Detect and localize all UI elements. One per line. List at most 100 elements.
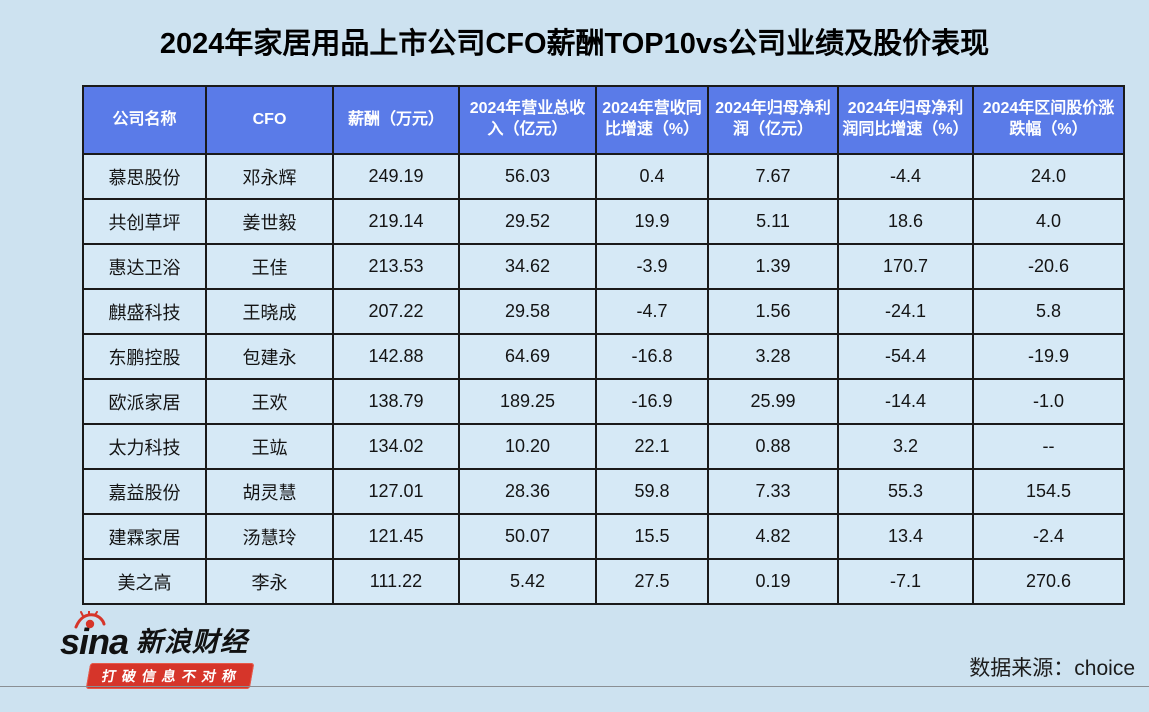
table-header-row: 公司名称 CFO 薪酬（万元） 2024年营业总收入（亿元） 2024年营收同比增速（%… xyxy=(82,85,1125,155)
value-cell: 249.19 xyxy=(332,153,460,200)
table-row: 惠达卫浴 王佳 213.53 34.62 -3.9 1.39 170.7 -20.6 xyxy=(82,243,1125,290)
value-cell: -54.4 xyxy=(837,333,974,380)
value-cell: 18.6 xyxy=(837,198,974,245)
sina-text: sina xyxy=(60,621,129,662)
value-cell: 170.7 xyxy=(837,243,974,290)
value-cell: 27.5 xyxy=(595,558,709,605)
company-name-cell: 太力科技 xyxy=(82,423,207,470)
value-cell: 127.01 xyxy=(332,468,460,515)
value-cell: 56.03 xyxy=(458,153,597,200)
value-cell: 25.99 xyxy=(707,378,839,425)
value-cell: -- xyxy=(972,423,1125,470)
value-cell: 64.69 xyxy=(458,333,597,380)
company-name-cell: 惠达卫浴 xyxy=(82,243,207,290)
table-row: 建霖家居 汤慧玲 121.45 50.07 15.5 4.82 13.4 -2.4 xyxy=(82,513,1125,560)
value-cell: -16.9 xyxy=(595,378,709,425)
value-cell: -20.6 xyxy=(972,243,1125,290)
table-row: 共创草坪 姜世毅 219.14 29.52 19.9 5.11 18.6 4.0 xyxy=(82,198,1125,245)
column-header: CFO xyxy=(205,85,334,155)
value-cell: -3.9 xyxy=(595,243,709,290)
cfo-name-cell: 汤慧玲 xyxy=(205,513,334,560)
logo-top-row: sina 新浪财经 xyxy=(60,611,300,660)
table-body: 慕思股份 邓永辉 249.19 56.03 0.4 7.67 -4.4 24.0 共创草坪 姜世毅… xyxy=(82,153,1125,605)
value-cell: 50.07 xyxy=(458,513,597,560)
cfo-name-cell: 姜世毅 xyxy=(205,198,334,245)
data-source-note: 数据来源：choice xyxy=(969,657,1135,680)
table-row: 美之高 李永 111.22 5.42 27.5 0.19 -7.1 270.6 xyxy=(82,558,1125,605)
value-cell: 15.5 xyxy=(595,513,709,560)
value-cell: 0.4 xyxy=(595,153,709,200)
table-row: 嘉益股份 胡灵慧 127.01 28.36 59.8 7.33 55.3 154.5 xyxy=(82,468,1125,515)
cfo-name-cell: 包建永 xyxy=(205,333,334,380)
value-cell: 22.1 xyxy=(595,423,709,470)
value-cell: 7.33 xyxy=(707,468,839,515)
company-name-cell: 嘉益股份 xyxy=(82,468,207,515)
cfo-name-cell: 王欢 xyxy=(205,378,334,425)
column-header: 2024年归母净利润同比增速（%） xyxy=(837,85,974,155)
column-header: 2024年营业总收入（亿元） xyxy=(458,85,597,155)
company-name-cell: 麒盛科技 xyxy=(82,288,207,335)
company-name-cell: 慕思股份 xyxy=(82,153,207,200)
company-name-cell: 欧派家居 xyxy=(82,378,207,425)
value-cell: 4.82 xyxy=(707,513,839,560)
table-row: 慕思股份 邓永辉 249.19 56.03 0.4 7.67 -4.4 24.0 xyxy=(82,153,1125,200)
value-cell: 142.88 xyxy=(332,333,460,380)
cfo-name-cell: 王佳 xyxy=(205,243,334,290)
value-cell: 134.02 xyxy=(332,423,460,470)
value-cell: -24.1 xyxy=(837,288,974,335)
cfo-name-cell: 邓永辉 xyxy=(205,153,334,200)
footer-divider xyxy=(0,686,1149,687)
cfo-name-cell: 王竑 xyxy=(205,423,334,470)
value-cell: 55.3 xyxy=(837,468,974,515)
value-cell: 5.42 xyxy=(458,558,597,605)
value-cell: 5.11 xyxy=(707,198,839,245)
company-name-cell: 东鹏控股 xyxy=(82,333,207,380)
value-cell: -16.8 xyxy=(595,333,709,380)
column-header: 2024年营收同比增速（%） xyxy=(595,85,709,155)
table-row: 东鹏控股 包建永 142.88 64.69 -16.8 3.28 -54.4 -19.9 xyxy=(82,333,1125,380)
value-cell: 207.22 xyxy=(332,288,460,335)
value-cell: 10.20 xyxy=(458,423,597,470)
value-cell: 270.6 xyxy=(972,558,1125,605)
value-cell: 189.25 xyxy=(458,378,597,425)
value-cell: 0.19 xyxy=(707,558,839,605)
value-cell: -7.1 xyxy=(837,558,974,605)
value-cell: 59.8 xyxy=(595,468,709,515)
sina-finance-logo: sina 新浪财经 打破信息不对称 xyxy=(60,611,300,690)
company-name-cell: 共创草坪 xyxy=(82,198,207,245)
value-cell: 1.56 xyxy=(707,288,839,335)
value-cell: 34.62 xyxy=(458,243,597,290)
value-cell: 121.45 xyxy=(332,513,460,560)
table-row: 太力科技 王竑 134.02 10.20 22.1 0.88 3.2 -- xyxy=(82,423,1125,470)
table-row: 欧派家居 王欢 138.79 189.25 -16.9 25.99 -14.4 -1.0 xyxy=(82,378,1125,425)
value-cell: 0.88 xyxy=(707,423,839,470)
value-cell: 13.4 xyxy=(837,513,974,560)
value-cell: -2.4 xyxy=(972,513,1125,560)
column-header: 2024年区间股价涨跌幅（%） xyxy=(972,85,1125,155)
value-cell: -19.9 xyxy=(972,333,1125,380)
value-cell: -4.7 xyxy=(595,288,709,335)
value-cell: 29.58 xyxy=(458,288,597,335)
cfo-name-cell: 李永 xyxy=(205,558,334,605)
column-header: 薪酬（万元） xyxy=(332,85,460,155)
value-cell: 219.14 xyxy=(332,198,460,245)
company-name-cell: 建霖家居 xyxy=(82,513,207,560)
value-cell: 19.9 xyxy=(595,198,709,245)
value-cell: 1.39 xyxy=(707,243,839,290)
value-cell: 29.52 xyxy=(458,198,597,245)
cfo-name-cell: 王晓成 xyxy=(205,288,334,335)
sina-eye-icon xyxy=(74,611,106,629)
value-cell: 3.2 xyxy=(837,423,974,470)
value-cell: 28.36 xyxy=(458,468,597,515)
table-row: 麒盛科技 王晓成 207.22 29.58 -4.7 1.56 -24.1 5.8 xyxy=(82,288,1125,335)
value-cell: -4.4 xyxy=(837,153,974,200)
value-cell: -14.4 xyxy=(837,378,974,425)
value-cell: 138.79 xyxy=(332,378,460,425)
value-cell: 3.28 xyxy=(707,333,839,380)
page-title: 2024年家居用品上市公司CFO薪酬TOP10vs公司业绩及股价表现 xyxy=(159,28,990,60)
value-cell: 4.0 xyxy=(972,198,1125,245)
value-cell: -1.0 xyxy=(972,378,1125,425)
value-cell: 7.67 xyxy=(707,153,839,200)
company-name-cell: 美之高 xyxy=(82,558,207,605)
